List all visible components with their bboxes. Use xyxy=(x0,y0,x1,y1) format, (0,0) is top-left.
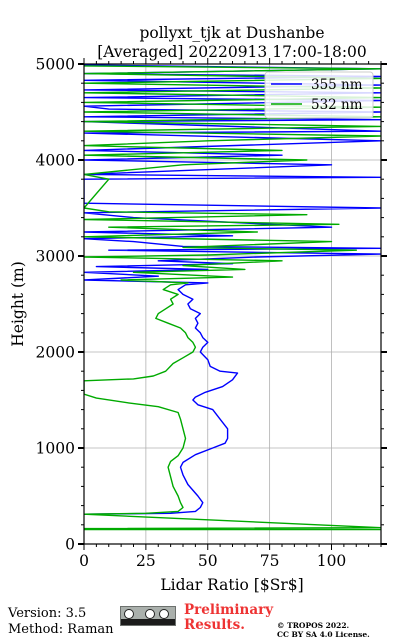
copyright-line-2: CC BY SA 4.0 License. xyxy=(277,630,370,639)
series-line-532nm xyxy=(84,65,381,531)
x-tick-label-75: 75 xyxy=(260,552,280,570)
copyright-notice: © TROPOS 2022. CC BY SA 4.0 License. xyxy=(277,621,370,639)
y-tick-label-4000: 4000 xyxy=(36,152,75,170)
method-text: Method: Raman xyxy=(8,622,114,637)
y-tick-label-1000: 1000 xyxy=(36,440,75,458)
x-tick-label-25: 25 xyxy=(136,552,156,570)
y-axis-label: Height (m) xyxy=(9,261,27,347)
cc-icon xyxy=(124,609,134,619)
chart-subtitle: [Averaged] 20220913 17:00-18:00 xyxy=(97,43,367,61)
y-tick-label-3000: 3000 xyxy=(36,248,75,266)
by-icon xyxy=(145,609,155,619)
x-tick-label-50: 50 xyxy=(198,552,218,570)
preliminary-line-1: Preliminary xyxy=(184,602,274,618)
badge-strip xyxy=(121,619,175,625)
legend-label-532nm: 532 nm xyxy=(311,97,363,113)
chart-title: pollyxt_tjk at Dushanbe xyxy=(139,24,324,42)
lidar-ratio-chart: pollyxt_tjk at Dushanbe [Averaged] 20220… xyxy=(9,24,387,594)
preliminary-notice: Preliminary Results. xyxy=(184,603,273,633)
version-text: Version: 3.5 xyxy=(8,606,87,621)
x-tick-label-100: 100 xyxy=(317,552,347,570)
y-tick-label-0: 0 xyxy=(65,536,75,554)
plot-area xyxy=(84,64,381,544)
footer-version-block: Version: 3.5 Method: Raman xyxy=(8,606,114,638)
y-tick-label-5000: 5000 xyxy=(36,56,75,74)
axis-ticks xyxy=(78,58,387,550)
series-layer xyxy=(84,64,381,531)
copyright-line-1: © TROPOS 2022. xyxy=(277,621,350,630)
cc-by-sa-license-icon xyxy=(120,606,176,626)
x-tick-label-0: 0 xyxy=(79,552,89,570)
legend: 355 nm 532 nm xyxy=(264,71,374,119)
x-axis-label: Lidar Ratio [$Sr$] xyxy=(160,576,303,594)
y-tick-label-2000: 2000 xyxy=(36,344,75,362)
preliminary-line-2: Results. xyxy=(184,617,245,633)
legend-label-355nm: 355 nm xyxy=(311,77,363,93)
sa-icon xyxy=(159,609,169,619)
